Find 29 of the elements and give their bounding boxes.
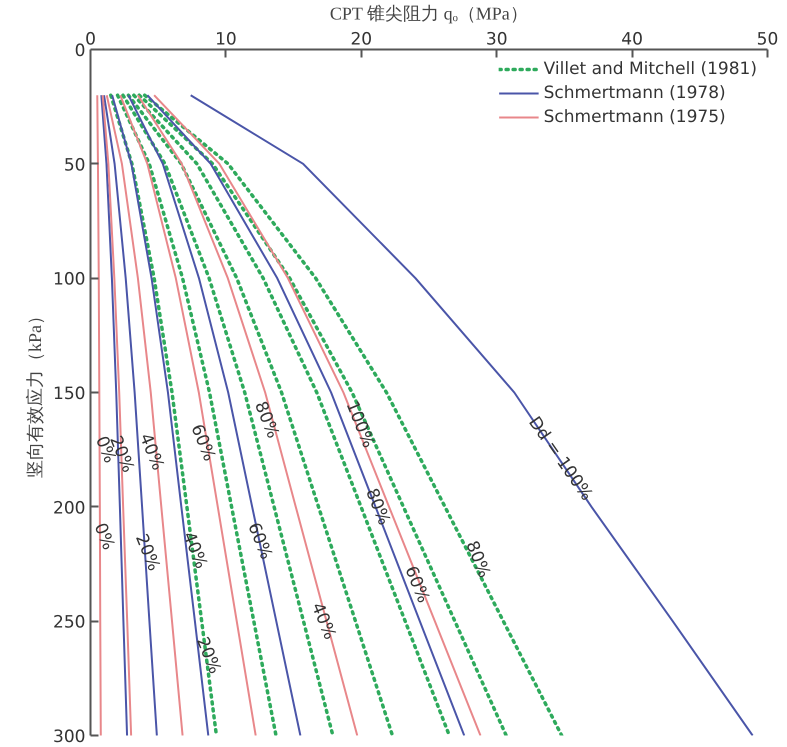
x-axis-title: CPT 锥尖阻力 qₒ（MPa） bbox=[330, 4, 528, 24]
annotation: 40% bbox=[307, 600, 340, 642]
annotation: 60% bbox=[400, 563, 434, 606]
legend-label: Villet and Mitchell (1981) bbox=[544, 59, 757, 79]
legend-label: Schmertmann (1975) bbox=[544, 107, 726, 127]
x-tick-label: 40 bbox=[621, 30, 643, 50]
annotation: 80% bbox=[250, 398, 283, 442]
x-tick-label: 10 bbox=[215, 30, 237, 50]
x-tick-label: 20 bbox=[350, 30, 372, 50]
annotation: 80% bbox=[461, 538, 494, 581]
x-tick-label: 30 bbox=[486, 30, 508, 50]
y-axis-title: 竖向有效应力（kPa） bbox=[25, 307, 46, 478]
annotation: 0% bbox=[90, 520, 118, 553]
y-tick-label: 150 bbox=[53, 384, 86, 404]
annotation: 80% bbox=[361, 486, 394, 528]
annotation: 20% bbox=[131, 531, 164, 574]
y-tick-label: 200 bbox=[53, 498, 86, 518]
annotation: 20% bbox=[192, 634, 225, 677]
annotation: 100% bbox=[342, 398, 378, 451]
annotation: 60% bbox=[243, 520, 276, 562]
legend-label: Schmertmann (1978) bbox=[544, 83, 726, 103]
annotation: 60% bbox=[186, 422, 220, 464]
y-tick-label: 250 bbox=[53, 612, 86, 633]
annotation: 40% bbox=[178, 529, 212, 572]
x-tick-label: 50 bbox=[756, 30, 778, 50]
y-tick-label: 100 bbox=[53, 270, 86, 290]
y-tick-label: 50 bbox=[64, 155, 86, 176]
y-tick-label: 300 bbox=[53, 727, 86, 747]
annotation: 40% bbox=[135, 430, 168, 474]
